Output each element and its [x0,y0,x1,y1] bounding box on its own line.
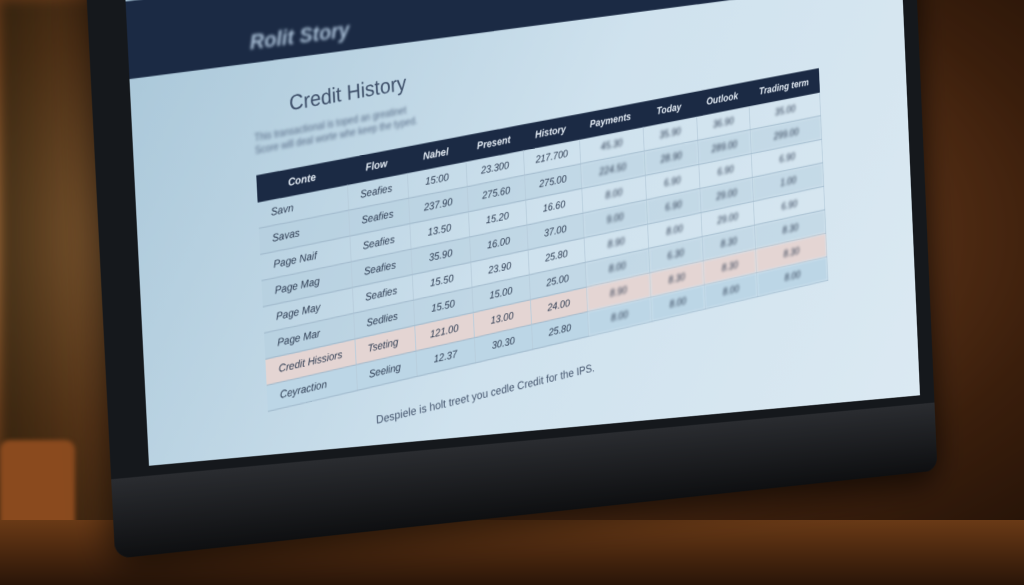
screen: Rolit Story TT Credit History This trans… [124,0,921,466]
monitor: Rolit Story TT Credit History This trans… [84,0,938,559]
